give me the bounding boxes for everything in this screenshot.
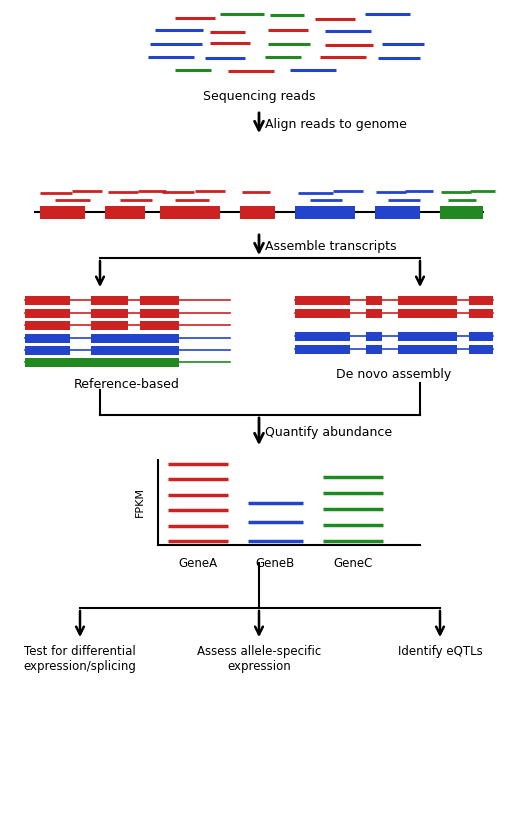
Text: Test for differential
expression/splicing: Test for differential expression/splicin… — [23, 645, 136, 673]
Bar — [25, 309, 70, 318]
Bar — [105, 206, 145, 218]
Bar — [91, 333, 179, 342]
Text: Sequencing reads: Sequencing reads — [203, 90, 315, 103]
Bar — [160, 206, 220, 218]
Bar — [366, 332, 382, 341]
Bar — [25, 333, 70, 342]
Bar — [140, 296, 179, 305]
Bar — [398, 332, 457, 341]
Bar — [140, 320, 179, 329]
Text: FPKM: FPKM — [135, 487, 145, 517]
Text: Identify eQTLs: Identify eQTLs — [398, 645, 482, 658]
Bar — [91, 296, 127, 305]
Bar — [25, 346, 70, 355]
Bar — [240, 206, 275, 218]
Text: Assemble transcripts: Assemble transcripts — [265, 239, 396, 252]
Bar — [140, 309, 179, 318]
Text: GeneB: GeneB — [255, 557, 295, 570]
Bar — [25, 320, 70, 329]
Text: Align reads to genome: Align reads to genome — [265, 118, 407, 131]
Bar — [398, 296, 457, 305]
Bar — [295, 206, 355, 218]
Bar — [91, 309, 127, 318]
Bar — [469, 345, 493, 354]
Bar — [25, 358, 179, 367]
Bar — [366, 309, 382, 318]
Bar — [398, 309, 457, 318]
Text: GeneC: GeneC — [333, 557, 372, 570]
Bar — [366, 296, 382, 305]
Bar — [375, 206, 420, 218]
Bar — [295, 296, 351, 305]
Bar — [295, 309, 351, 318]
Text: GeneA: GeneA — [178, 557, 218, 570]
Text: Quantify abundance: Quantify abundance — [265, 426, 392, 439]
Bar — [91, 320, 127, 329]
Bar — [91, 346, 179, 355]
Bar — [295, 332, 351, 341]
Text: Assess allele-specific
expression: Assess allele-specific expression — [197, 645, 321, 673]
Bar — [469, 309, 493, 318]
Bar — [295, 345, 351, 354]
Bar — [469, 332, 493, 341]
Bar — [366, 345, 382, 354]
Bar — [440, 206, 483, 218]
Text: Reference-based: Reference-based — [74, 378, 180, 391]
Bar — [469, 296, 493, 305]
Text: De novo assembly: De novo assembly — [336, 368, 452, 381]
Bar — [40, 206, 85, 218]
Bar — [398, 345, 457, 354]
Bar — [25, 296, 70, 305]
